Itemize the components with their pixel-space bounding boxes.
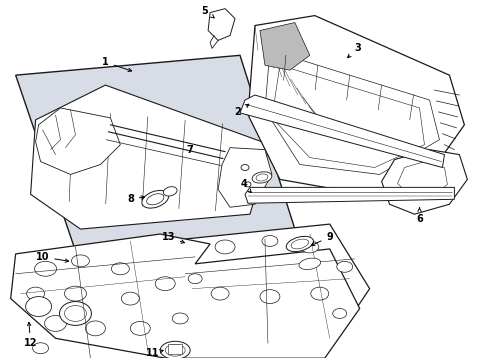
- Ellipse shape: [211, 287, 228, 300]
- Ellipse shape: [241, 165, 248, 171]
- Ellipse shape: [146, 194, 163, 205]
- Ellipse shape: [260, 290, 279, 303]
- Text: 5: 5: [202, 6, 214, 18]
- Ellipse shape: [310, 287, 328, 300]
- Text: 10: 10: [36, 252, 68, 262]
- Bar: [168, 344, 182, 354]
- Polygon shape: [208, 9, 235, 40]
- Text: 9: 9: [311, 232, 332, 246]
- Text: 1: 1: [102, 57, 131, 72]
- Polygon shape: [381, 150, 467, 214]
- Polygon shape: [247, 15, 464, 194]
- Ellipse shape: [71, 255, 89, 267]
- Ellipse shape: [298, 258, 320, 270]
- Ellipse shape: [285, 237, 313, 252]
- Ellipse shape: [290, 239, 308, 249]
- Ellipse shape: [163, 187, 177, 196]
- Polygon shape: [244, 187, 453, 203]
- Ellipse shape: [85, 321, 105, 336]
- Polygon shape: [218, 148, 271, 207]
- Ellipse shape: [332, 309, 346, 319]
- Ellipse shape: [26, 287, 44, 300]
- Ellipse shape: [121, 292, 139, 305]
- Text: 8: 8: [126, 194, 144, 204]
- Text: 11: 11: [145, 348, 163, 358]
- Ellipse shape: [165, 344, 185, 356]
- Ellipse shape: [262, 235, 277, 247]
- Ellipse shape: [130, 321, 150, 335]
- Text: 2: 2: [234, 104, 248, 117]
- Ellipse shape: [155, 277, 175, 291]
- Text: 6: 6: [415, 208, 422, 224]
- Polygon shape: [16, 55, 294, 251]
- Polygon shape: [160, 224, 369, 343]
- Ellipse shape: [64, 306, 86, 321]
- Ellipse shape: [244, 182, 250, 187]
- Polygon shape: [260, 23, 309, 70]
- Polygon shape: [11, 234, 359, 358]
- Ellipse shape: [215, 240, 235, 254]
- Ellipse shape: [336, 261, 352, 272]
- Ellipse shape: [111, 263, 129, 275]
- Ellipse shape: [25, 297, 51, 316]
- Text: 4: 4: [240, 179, 251, 193]
- Ellipse shape: [60, 302, 91, 325]
- Text: 12: 12: [24, 322, 37, 348]
- Ellipse shape: [33, 343, 48, 354]
- Ellipse shape: [64, 286, 86, 301]
- Ellipse shape: [188, 274, 202, 284]
- Text: 7: 7: [186, 145, 193, 155]
- Ellipse shape: [300, 241, 318, 253]
- Text: 3: 3: [347, 43, 360, 58]
- Ellipse shape: [44, 315, 66, 331]
- Ellipse shape: [252, 172, 271, 183]
- Ellipse shape: [142, 190, 168, 208]
- Polygon shape: [36, 108, 120, 175]
- Ellipse shape: [35, 261, 57, 276]
- Polygon shape: [240, 95, 444, 167]
- Polygon shape: [31, 85, 269, 229]
- Ellipse shape: [172, 313, 188, 324]
- Ellipse shape: [160, 341, 190, 359]
- Text: 13: 13: [161, 232, 184, 243]
- Ellipse shape: [256, 174, 267, 181]
